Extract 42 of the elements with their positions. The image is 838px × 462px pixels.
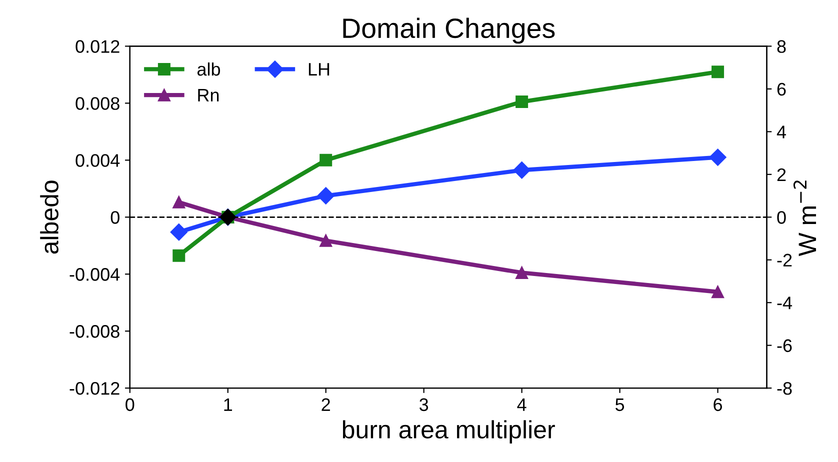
y-tick-label: 0.004: [76, 154, 120, 167]
point: [320, 234, 332, 247]
point: [712, 66, 724, 78]
y2-tick-label: -6: [777, 339, 792, 352]
y-tick-label: -0.004: [70, 268, 120, 281]
y2-axis-title: W m$^{−2}$: [793, 180, 816, 256]
y-tick-label: 0.008: [76, 97, 120, 110]
y2-tick-label: 2: [777, 168, 786, 181]
chart-title: Domain Changes: [343, 18, 555, 44]
x-axis-title: burn area multiplier: [342, 420, 555, 444]
point: [709, 148, 726, 166]
x-tick-label: 2: [322, 398, 330, 411]
point: [513, 162, 530, 179]
y-axis-title: albedo: [40, 180, 58, 254]
point: [712, 286, 724, 298]
point: [172, 196, 186, 208]
point: [516, 266, 528, 279]
point: [172, 249, 186, 262]
legend-label: Rn: [198, 88, 219, 102]
point: [516, 96, 528, 108]
y2-tick-label: 0: [777, 211, 786, 224]
y2-tick-label: -4: [777, 296, 792, 310]
y2-tick-label: 4: [776, 126, 786, 138]
point: [317, 187, 334, 204]
y2-tick-label: -2: [777, 254, 792, 266]
point: [170, 224, 188, 241]
x-tick-label: 1: [224, 398, 232, 411]
x-tick-label: 4: [517, 398, 526, 411]
y2-tick-label: -8: [777, 382, 792, 395]
point: [320, 154, 332, 166]
y-tick-label: 0.012: [76, 40, 120, 53]
y-tick-label: -0.008: [70, 325, 120, 338]
y2-tick-label: 8: [777, 40, 786, 53]
y-tick-label: -0.012: [70, 382, 120, 395]
x-tick-label: 3: [420, 398, 428, 412]
x-tick-label: 6: [714, 398, 722, 412]
legend-label: alb: [197, 62, 220, 76]
y2-tick-label: 6: [777, 82, 786, 96]
x-tick-label: 5: [616, 398, 624, 412]
x-tick-label: 0: [126, 398, 134, 412]
legend-label: LH: [308, 63, 330, 76]
y-tick-label: 0: [110, 211, 120, 224]
